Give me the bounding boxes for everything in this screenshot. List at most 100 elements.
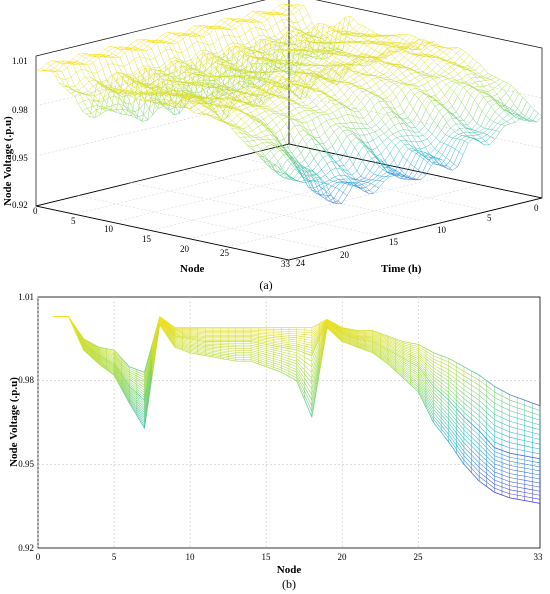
mesh-line [209,105,214,110]
mesh-line [322,58,327,62]
mesh-line [475,70,480,74]
mesh-line [92,105,97,111]
mesh-line [398,62,403,66]
mesh-line [232,93,237,97]
mesh-line [206,75,212,77]
mesh-line [338,108,343,117]
mesh-line [323,83,328,88]
mesh-line [334,94,339,100]
mesh-line [363,61,368,67]
mesh-line [435,137,441,143]
mesh-line [177,65,183,70]
mesh-line [193,97,198,102]
mesh-line [234,36,239,44]
mesh-line [301,92,306,98]
mesh-line [451,80,456,83]
mesh-line [348,57,353,61]
mesh-line [456,80,461,83]
mesh-line [383,46,388,49]
mesh-line [370,127,375,132]
mesh-line [469,112,474,119]
mesh-line [424,126,429,131]
mesh-line [448,168,453,171]
mesh-line [139,108,144,115]
mesh-line [109,55,114,64]
mesh-line [263,103,269,107]
mesh-line [247,79,252,83]
mesh-line [465,107,470,114]
mesh-line [427,96,432,102]
mesh-line [172,42,178,45]
mesh-line [413,131,419,137]
mesh-line [365,128,370,134]
mesh-line [375,94,380,102]
mesh-line [383,133,388,138]
mesh-line [330,126,335,132]
mesh-line [467,74,472,79]
mesh-line [402,34,408,40]
mesh-line [294,68,301,72]
mesh-line [217,66,224,72]
mesh-line [84,60,90,65]
mesh-line [369,190,374,194]
mesh-line [318,23,323,28]
mesh-line [293,140,298,148]
mesh-line [211,99,216,103]
mesh-line [91,89,98,95]
mesh-line [118,65,123,74]
mesh-line [498,115,503,119]
mesh-line [298,46,303,49]
mesh-line [380,37,386,42]
mesh-line [486,77,491,80]
mesh-line [454,131,459,135]
mesh-line [428,66,433,71]
mesh-line [370,183,375,186]
mesh-line [469,129,475,133]
mesh-line [382,169,387,173]
mesh-line [232,55,238,63]
mesh-line [519,118,524,121]
mesh-line [136,39,142,41]
mesh-line [357,43,364,51]
mesh-line [401,89,406,97]
mesh-line [130,99,137,105]
mesh-line [202,42,207,51]
mesh-line [448,136,453,139]
mesh-line [356,122,361,129]
mesh-line [328,81,333,84]
mesh-line [350,141,355,148]
mesh-line [109,97,114,106]
mesh-line [307,44,312,48]
mesh-line [162,68,169,72]
mesh-line [276,124,281,131]
mesh-line [83,86,88,92]
mesh-line [225,27,230,36]
mesh-line [335,123,340,128]
mesh-line [279,49,284,69]
mesh-line [257,59,262,68]
mesh-line [496,94,501,100]
mesh-line [332,112,338,119]
mesh-line [176,90,182,92]
mesh-line [89,79,95,82]
mesh-line [278,97,283,103]
mesh-line [369,29,374,33]
mesh-line [319,31,324,35]
mesh-line [330,61,335,70]
mesh-line [309,151,315,159]
mesh-line [373,106,378,114]
mesh-line [195,50,202,55]
mesh-line [115,55,120,58]
mesh-line [299,124,305,131]
mesh-line [401,136,407,141]
mesh-line [509,98,514,105]
mesh-line [188,61,193,85]
mesh-line [429,115,434,121]
mesh-line [386,171,391,175]
mesh-line [521,112,526,117]
mesh-line [339,21,344,29]
mesh-line [249,50,254,53]
mesh-line [366,72,372,75]
mesh-line [474,99,479,106]
mesh-line [282,4,288,8]
